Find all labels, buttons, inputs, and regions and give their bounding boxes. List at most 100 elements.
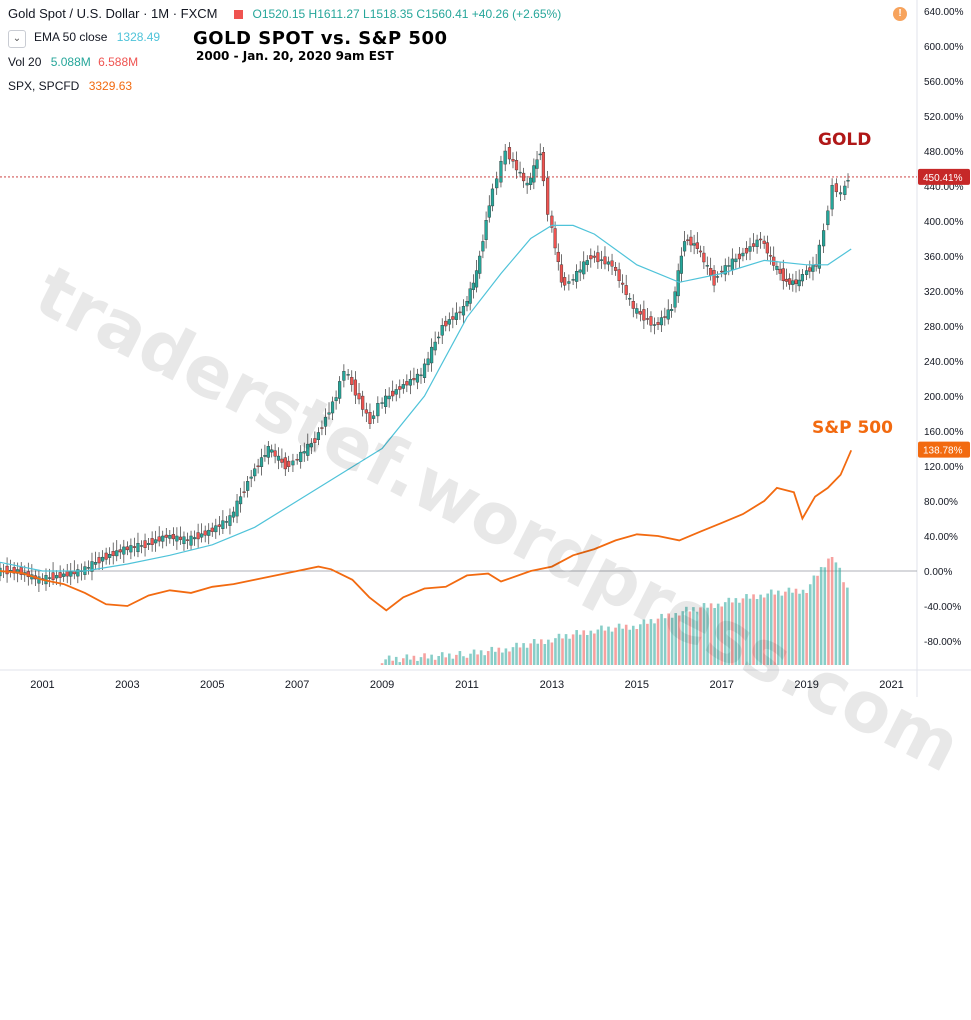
gold-candle bbox=[401, 384, 405, 389]
gold-candle bbox=[108, 554, 112, 558]
volume-bar bbox=[398, 662, 402, 665]
volume-bar bbox=[780, 595, 784, 665]
volume-bar bbox=[635, 629, 639, 665]
gold-candle bbox=[387, 395, 391, 400]
volume-bar bbox=[391, 660, 394, 665]
gold-candle bbox=[775, 265, 779, 270]
gold-candle bbox=[253, 468, 257, 477]
volume-bar bbox=[448, 653, 451, 665]
volume-bar bbox=[769, 589, 773, 665]
gold-candle bbox=[207, 529, 211, 536]
gold-candle bbox=[649, 316, 653, 326]
gold-candle bbox=[361, 395, 365, 410]
volume-bar bbox=[663, 618, 667, 665]
gold-candle bbox=[730, 258, 734, 270]
gold-candle bbox=[408, 379, 412, 386]
x-tick-label: 2021 bbox=[879, 679, 903, 691]
gold-candle bbox=[164, 534, 168, 538]
gold-candle bbox=[461, 306, 466, 316]
gold-candle bbox=[154, 539, 158, 544]
flag-icon bbox=[233, 10, 243, 20]
gold-candle bbox=[86, 567, 91, 569]
volume-bar bbox=[532, 639, 536, 665]
gold-candle bbox=[532, 165, 536, 183]
x-tick-label: 2011 bbox=[455, 679, 479, 691]
gold-candle bbox=[111, 551, 115, 556]
x-tick-label: 2007 bbox=[285, 679, 309, 691]
volume-bar bbox=[720, 606, 724, 665]
gold-candle bbox=[744, 247, 749, 254]
symbol-header: Gold Spot / U.S. Dollar · 1M · FXCM O1520… bbox=[8, 6, 561, 21]
volume-bar bbox=[752, 594, 755, 665]
vol-label: Vol 20 bbox=[8, 55, 42, 69]
volume-bar bbox=[437, 656, 440, 665]
gold-candle bbox=[273, 450, 277, 457]
volume-bar bbox=[653, 623, 656, 665]
volume-bar bbox=[745, 594, 748, 665]
gold-candle bbox=[715, 276, 720, 278]
volume-bar bbox=[699, 607, 702, 665]
volume-bar bbox=[600, 625, 603, 665]
gold-candle bbox=[316, 432, 321, 440]
y-tick-label: 360.00% bbox=[924, 252, 964, 263]
gold-candle bbox=[791, 280, 795, 285]
y-tick-label: 640.00% bbox=[924, 7, 964, 18]
gold-candle bbox=[553, 228, 557, 249]
ohlc-values: O1520.15 H1611.27 L1518.35 C1560.41 +40.… bbox=[252, 7, 562, 21]
y-tick-label: 480.00% bbox=[924, 147, 964, 158]
gold-candle bbox=[465, 301, 469, 307]
gold-candle bbox=[705, 265, 709, 267]
gold-candle bbox=[741, 252, 745, 257]
gold-price-label: 450.41% bbox=[923, 173, 963, 184]
gold-candle bbox=[338, 381, 342, 399]
gold-candle bbox=[76, 569, 80, 577]
volume-bar bbox=[479, 650, 483, 665]
gold-candle bbox=[55, 575, 59, 579]
gold-candle bbox=[320, 427, 324, 429]
gold-candle bbox=[178, 536, 183, 540]
gold-candle bbox=[444, 320, 448, 327]
volume-bar bbox=[759, 594, 762, 665]
chevron-down-icon[interactable]: ⌄ bbox=[8, 30, 26, 48]
y-tick-label: 280.00% bbox=[924, 322, 964, 333]
volume-bar bbox=[384, 659, 387, 665]
volume-bar bbox=[419, 657, 423, 665]
volume-bar bbox=[755, 599, 759, 665]
alert-icon[interactable]: ! bbox=[893, 7, 907, 21]
y-tick-label: 0.00% bbox=[924, 567, 952, 578]
gold-candle bbox=[698, 250, 703, 253]
volume-bar bbox=[660, 613, 663, 665]
symbol-title[interactable]: Gold Spot / U.S. Dollar · 1M · FXCM bbox=[8, 6, 218, 21]
gold-candle bbox=[430, 346, 434, 364]
volume-bar bbox=[394, 656, 398, 665]
volume-bar bbox=[465, 657, 469, 665]
gold-candle bbox=[323, 416, 328, 427]
gold-candle bbox=[559, 264, 564, 283]
y-tick-label: 240.00% bbox=[924, 357, 964, 368]
gold-candle bbox=[259, 457, 264, 467]
gold-candle bbox=[613, 267, 618, 271]
spx-price-label: 138.78% bbox=[923, 446, 963, 457]
volume-bar bbox=[603, 630, 607, 665]
gold-candle bbox=[755, 239, 759, 247]
volume-bar bbox=[550, 642, 554, 665]
gold-candle bbox=[589, 255, 593, 260]
ema-row: ⌄ EMA 50 close 1328.49 bbox=[8, 30, 160, 48]
volume-bar bbox=[518, 647, 522, 665]
gold-candle bbox=[659, 317, 664, 326]
gold-candle bbox=[797, 279, 801, 287]
vol-value1: 5.088M bbox=[50, 55, 91, 69]
gold-candle bbox=[309, 443, 313, 448]
gold-candle bbox=[263, 455, 267, 457]
gold-candle bbox=[826, 210, 830, 226]
gold-candle bbox=[723, 265, 727, 275]
gold-candle bbox=[422, 363, 427, 379]
y-tick-label: 320.00% bbox=[924, 287, 964, 298]
gold-candle bbox=[276, 455, 281, 461]
gold-candle bbox=[689, 236, 693, 246]
gold-candle bbox=[692, 243, 696, 246]
gold-candle bbox=[635, 308, 639, 314]
gold-candle bbox=[58, 572, 62, 578]
gold-candle bbox=[342, 371, 346, 381]
volume-bar bbox=[646, 623, 649, 665]
